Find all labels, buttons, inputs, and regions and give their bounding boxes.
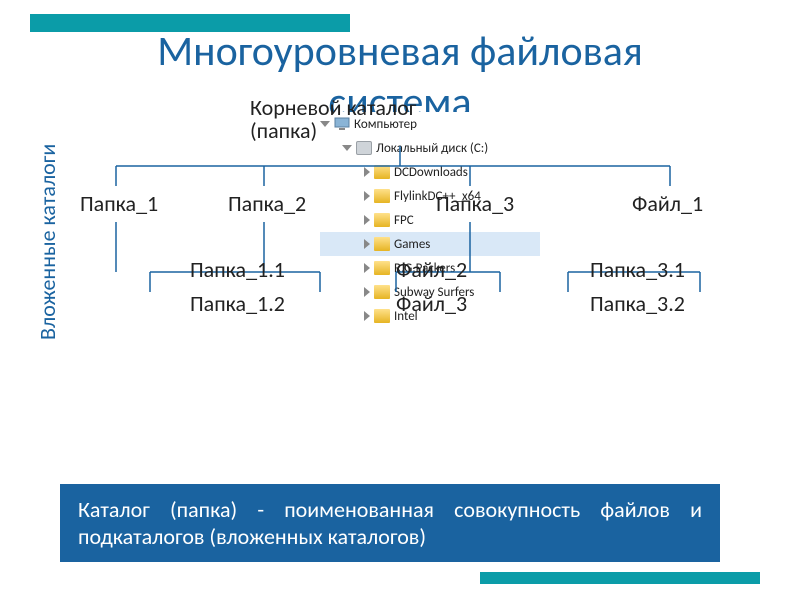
diagram-node-label: Папка_1 (80, 192, 158, 215)
explorer-item-label: FPC (394, 213, 414, 228)
explorer-row: DCDownloads (320, 160, 540, 184)
diagram-node-label: Корневой каталог(папка) (250, 96, 416, 142)
diagram-node-label: Папка_3 (436, 192, 514, 215)
diagram-node-label: Файл_1 (632, 192, 703, 215)
explorer-row: Games (320, 232, 540, 256)
vertical-axis-label: Вложенные каталоги (34, 144, 61, 340)
drive-icon (356, 141, 372, 155)
expander-closed-icon (364, 191, 370, 201)
folder-icon (374, 285, 390, 299)
explorer-item-label: DCDownloads (394, 165, 468, 180)
expander-open-icon (342, 145, 352, 151)
expander-closed-icon (364, 215, 370, 225)
vertical-label-text: Вложенные каталоги (34, 144, 61, 340)
explorer-item-label: Локальный диск (C:) (376, 141, 488, 156)
diagram-node-label: Папка_1.1 (190, 258, 285, 281)
expander-closed-icon (364, 167, 370, 177)
expander-closed-icon (364, 311, 370, 321)
expander-closed-icon (364, 287, 370, 297)
definition-box: Каталог (папка) - поименованная совокупн… (60, 484, 720, 562)
diagram-node-label: Папка_3.2 (590, 292, 685, 315)
folder-icon (374, 189, 390, 203)
diagram-node-label: Папка_1.2 (190, 292, 285, 315)
diagram-node-label: Папка_2 (228, 192, 306, 215)
folder-icon (374, 165, 390, 179)
definition-text: Каталог (папка) - поименованная совокупн… (78, 496, 702, 550)
folder-icon (374, 237, 390, 251)
explorer-item-label: Games (394, 237, 430, 252)
folder-icon (374, 261, 390, 275)
diagram-node-label: Папка_3.1 (590, 258, 685, 281)
accent-bar-bottom (480, 572, 760, 584)
diagram-node-label: Файл_3 (396, 292, 467, 315)
expander-closed-icon (364, 239, 370, 249)
folder-icon (374, 309, 390, 323)
expander-closed-icon (364, 263, 370, 273)
folder-icon (374, 213, 390, 227)
diagram-node-label: Файл_2 (396, 258, 467, 281)
